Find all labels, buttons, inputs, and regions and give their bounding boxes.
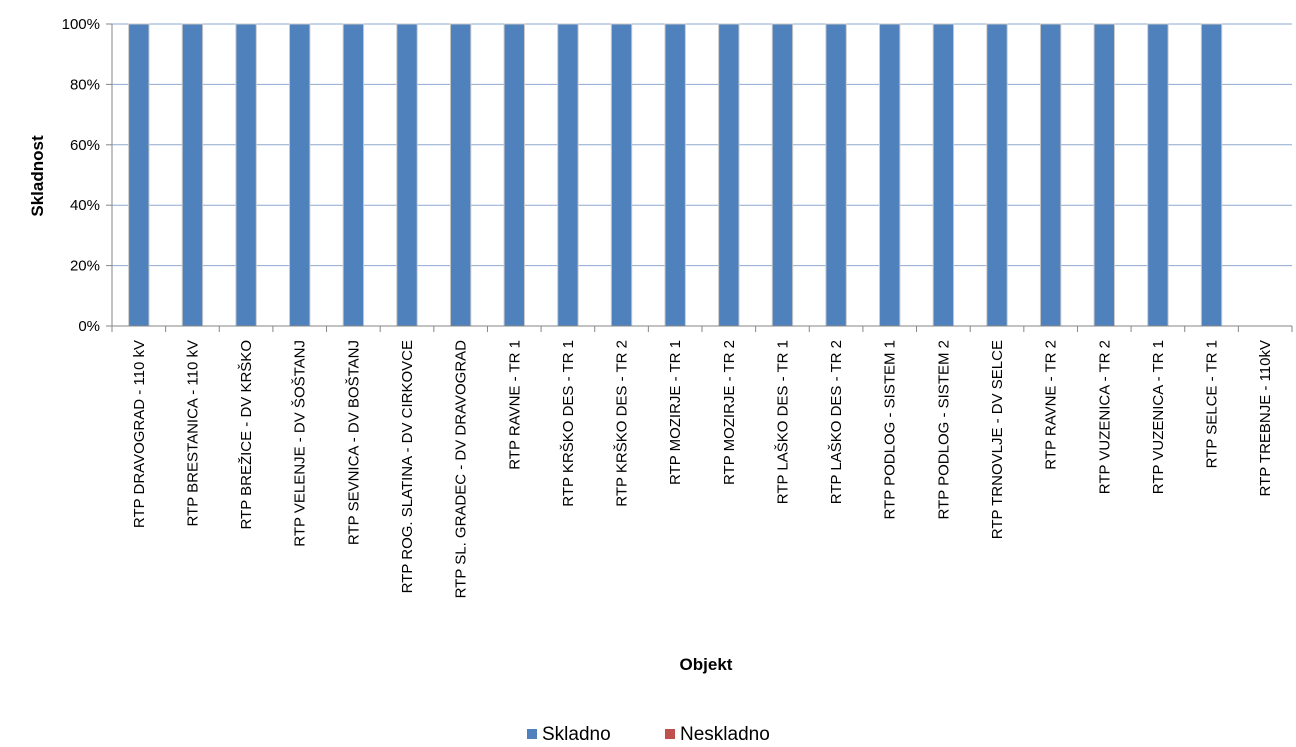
x-category-label: RTP SEVNICA - DV BOŠTANJ xyxy=(345,340,362,545)
bar-skladno xyxy=(342,23,365,327)
bar-skladno xyxy=(718,23,740,327)
bar-skladno xyxy=(235,23,257,327)
x-category-label: RTP TREBNJE - 110kV xyxy=(1257,340,1274,496)
bar-skladno xyxy=(771,23,794,327)
y-axis-title: Skladnost xyxy=(28,135,47,217)
x-category-label: RTP BRESTANICA - 110 kV xyxy=(184,340,201,526)
legend-label-skladno: Skladno xyxy=(542,724,611,745)
x-category-label: RTP PODLOG - SISTEM 2 xyxy=(935,340,952,520)
bar-skladno xyxy=(1093,23,1115,327)
y-tick-label: 60% xyxy=(70,137,100,154)
x-category-label: RTP SL. GRADEC - DV DRAVOGRAD xyxy=(453,340,470,599)
legend: Skladno Neskladno xyxy=(527,724,770,745)
bar-skladno xyxy=(879,23,901,327)
x-category-label: RTP VUZENICA - TR 1 xyxy=(1150,340,1167,494)
x-category-label: RTP ROG. SLATINA - DV CIRKOVCE xyxy=(399,340,416,593)
x-category-label: RTP KRŠKO DES - TR 2 xyxy=(614,340,631,507)
legend-swatch-skladno xyxy=(527,729,537,739)
gridlines xyxy=(112,23,1292,267)
bar-skladno xyxy=(181,23,204,327)
legend-label-neskladno: Neskladno xyxy=(680,724,770,745)
x-category-label: RTP LAŠKO DES - TR 1 xyxy=(774,340,791,504)
legend-swatch-neskladno xyxy=(665,729,675,739)
x-category-label: RTP SELCE - TR 1 xyxy=(1204,340,1221,468)
x-category-label: RTP RAVNE - TR 2 xyxy=(1043,340,1060,470)
x-category-label: RTP LAŠKO DES - TR 2 xyxy=(828,340,845,504)
x-category-label: RTP RAVNE - TR 1 xyxy=(506,340,523,470)
bars xyxy=(128,23,1223,327)
bar-skladno xyxy=(825,23,847,327)
bar-skladno xyxy=(1147,23,1169,327)
y-tick-labels: 0% 20% 40% 60% 80% 100% xyxy=(62,16,100,335)
x-category-label: RTP PODLOG - SISTEM 1 xyxy=(882,340,899,520)
y-tick-label: 80% xyxy=(70,76,100,93)
bar-skladno xyxy=(664,23,686,327)
x-category-label: RTP VELENJE - DV ŠOŠTANJ xyxy=(292,340,309,547)
bar-skladno xyxy=(557,23,579,327)
bar-skladno xyxy=(449,23,472,327)
x-category-label: RTP VUZENICA - TR 2 xyxy=(1096,340,1113,494)
x-category-label: RTP MOZIRJE - TR 2 xyxy=(721,340,738,485)
y-tick-label: 0% xyxy=(78,318,100,335)
x-tick-labels: RTP DRAVOGRAD - 110 kV RTP BRESTANICA - 1… xyxy=(131,340,1274,599)
y-tick-label: 40% xyxy=(70,197,100,214)
x-category-label: RTP MOZIRJE - TR 1 xyxy=(667,340,684,485)
y-tick-label: 100% xyxy=(62,16,100,33)
x-category-label: RTP KRŠKO DES - TR 1 xyxy=(560,340,577,507)
axes xyxy=(106,23,1293,332)
x-category-label: RTP DRAVOGRAD - 110 kV xyxy=(131,340,148,528)
bar-skladno xyxy=(610,23,633,327)
x-axis-title: Objekt xyxy=(680,655,733,674)
bar-skladno xyxy=(932,23,955,327)
x-category-label: RTP BREŽICE - DV KRŠKO xyxy=(238,340,255,530)
y-tick-label: 20% xyxy=(70,258,100,275)
bar-skladno xyxy=(1200,23,1223,327)
bar-skladno xyxy=(503,23,525,327)
x-category-label: RTP TRNOVLJE - DV SELCE xyxy=(989,340,1006,539)
bar-skladno xyxy=(986,23,1008,327)
bar-skladno xyxy=(128,23,150,327)
bar-skladno xyxy=(1039,23,1062,327)
bar-skladno xyxy=(289,23,311,327)
bar-skladno xyxy=(396,23,418,327)
